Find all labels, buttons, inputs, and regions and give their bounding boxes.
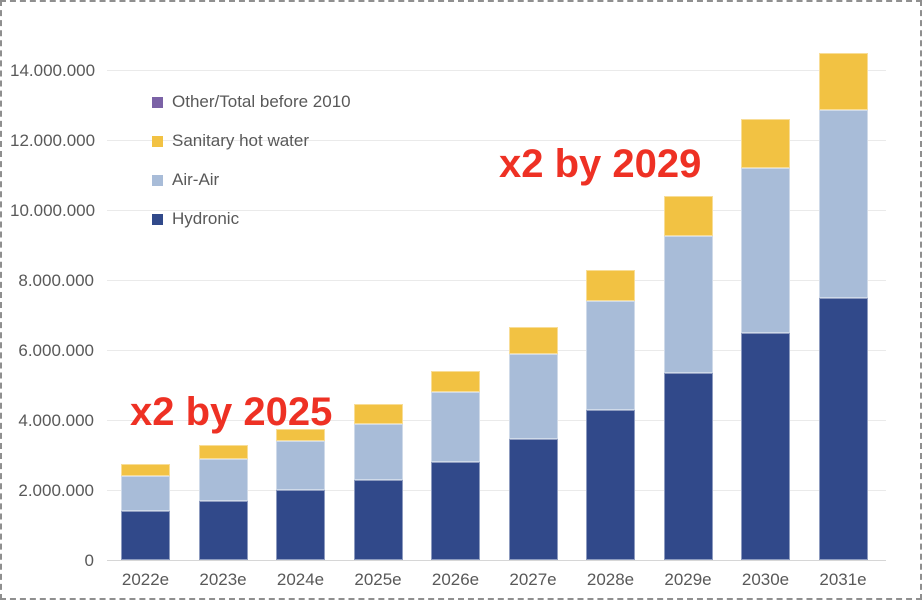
x-tick-label-2023e: 2023e [199,570,247,589]
bar-segment-2026e-air-air [431,392,480,462]
x-tick-label-2022e: 2022e [121,570,170,589]
bar-segment-2028e-air-air [586,301,635,410]
x-tick-label-2025e: 2025e [354,570,402,589]
x-tick-label-2029e: 2029e [664,570,712,589]
gridline-2.000.000 [107,490,886,491]
bar-segment-2030e-hydronic [741,332,790,560]
bar-segment-2024e-sanitary-hot-water [276,428,325,441]
legend-item-other-total-before-2010: Other/Total before 2010 [152,92,351,112]
bar-segment-2025e-hydronic [353,479,403,560]
gridline-4.000.000 [107,420,886,421]
gridline-6.000.000 [107,350,886,351]
gridline-8.000.000 [107,280,886,281]
legend-item-hydronic: Hydronic [152,209,351,229]
chart-legend: Other/Total before 2010 Sanitary hot wate… [152,92,351,229]
annotation-x2-by-2029: x2 by 2029 [499,142,702,186]
gridline-14.000.000 [107,70,886,71]
bar-segment-2023e-air-air [198,458,248,501]
y-tick-label: 14.000.000 [10,61,96,80]
bar-segment-2029e-air-air [663,236,713,373]
y-tick-label: 0 [84,551,94,570]
legend-swatch-icon [152,174,163,186]
bar-segment-2027e-air-air [508,353,558,440]
bar-segment-2028e-hydronic [586,409,635,560]
legend-swatch-icon [152,135,163,147]
legend-swatch-icon [152,213,163,225]
gridline-12.000.000 [107,140,886,141]
bar-segment-2024e-air-air [276,441,325,490]
legend-item-sanitary-hot-water: Sanitary hot water [152,131,351,151]
legend-item-air-air: Air-Air [152,170,351,190]
bar-segment-2022e-sanitary-hot-water [121,463,170,476]
legend-swatch-icon [152,96,163,108]
bar-segment-2026e-hydronic [431,462,480,560]
bar-segment-2025e-air-air [353,423,403,480]
x-tick-label-2030e: 2030e [741,570,790,589]
bar-segment-2031e-hydronic [818,297,868,560]
bar-segment-2023e-sanitary-hot-water [198,444,248,459]
bar-segment-2026e-sanitary-hot-water [431,371,480,392]
bar-segment-2025e-sanitary-hot-water [353,404,403,424]
legend-label: Sanitary hot water [172,131,310,150]
bar-segment-2029e-hydronic [663,372,713,560]
bar-segment-2022e-hydronic [121,511,170,560]
annotation-x2-by-2025: x2 by 2025 [130,390,333,434]
bar-segment-2028e-sanitary-hot-water [586,269,635,301]
bar-segment-2031e-sanitary-hot-water [818,52,868,111]
x-tick-label-2028e: 2028e [586,570,635,589]
legend-label: Air-Air [172,170,220,189]
bar-segment-2022e-air-air [121,476,170,511]
gridline-10.000.000 [107,210,886,211]
x-tick-label-2026e: 2026e [431,570,480,589]
bar-segment-2030e-sanitary-hot-water [741,119,790,168]
y-tick-label: 12.000.000 [10,131,96,150]
y-tick-label: 2.000.000 [18,481,94,500]
bar-segment-2029e-sanitary-hot-water [663,196,713,237]
y-tick-label: 8.000.000 [18,271,94,290]
y-tick-label: 6.000.000 [18,341,94,360]
bar-segment-2027e-hydronic [508,439,558,560]
bar-segment-2030e-air-air [741,168,790,333]
bar-segment-2031e-air-air [818,110,868,298]
bar-segment-2027e-sanitary-hot-water [508,327,558,354]
legend-label: Hydronic [172,209,240,228]
gridline-0 [107,560,886,561]
y-tick-label: 4.000.000 [18,411,94,430]
x-tick-label-2031e: 2031e [819,570,867,589]
bar-segment-2024e-hydronic [276,490,325,560]
legend-label: Other/Total before 2010 [172,92,351,111]
x-tick-label-2024e: 2024e [276,570,325,589]
bar-segment-2023e-hydronic [198,500,248,560]
y-tick-label: 10.000.000 [10,201,96,220]
x-tick-label-2027e: 2027e [509,570,557,589]
